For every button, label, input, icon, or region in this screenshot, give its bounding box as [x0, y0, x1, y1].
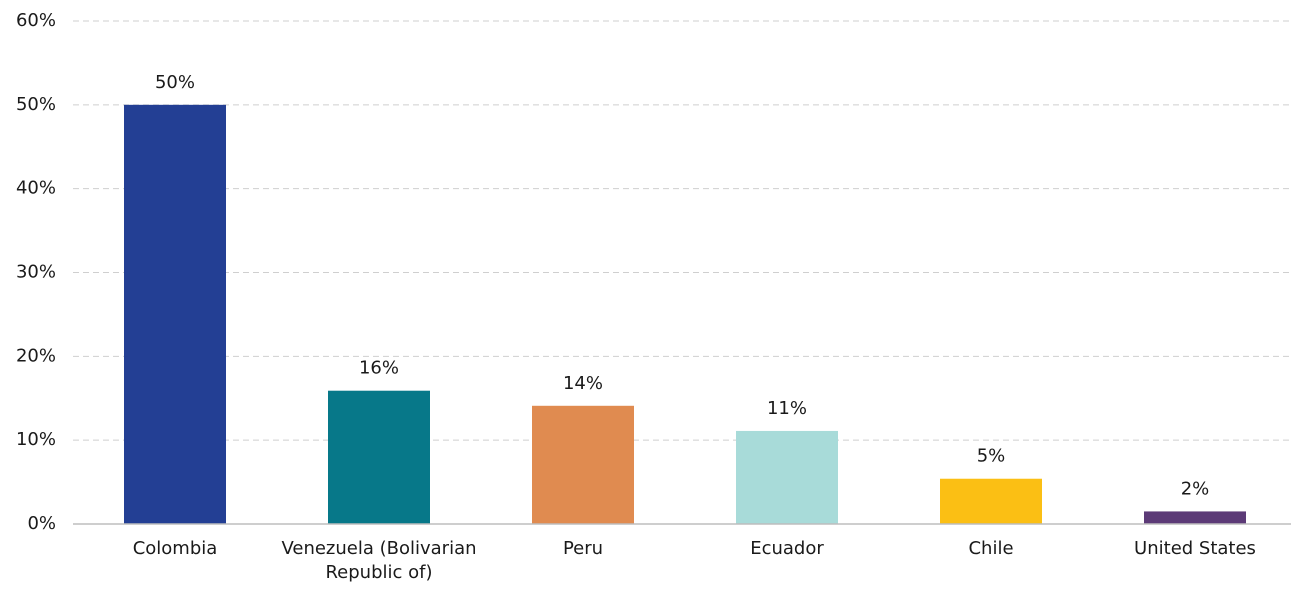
- x-tick-label: United States: [1134, 538, 1256, 559]
- data-label: 2%: [1181, 478, 1210, 499]
- y-tick-label: 0%: [27, 513, 56, 534]
- y-tick-label: 40%: [16, 178, 56, 199]
- bar: [328, 390, 430, 524]
- data-label: 11%: [767, 398, 807, 419]
- data-label: 14%: [563, 373, 603, 394]
- x-tick-label: Venezuela (Bolivarian Republic of): [281, 538, 477, 583]
- y-tick-label: 10%: [16, 429, 56, 450]
- y-tick-label: 30%: [16, 262, 56, 283]
- data-label: 5%: [977, 446, 1006, 467]
- x-tick-label: Peru: [562, 538, 604, 559]
- x-tick-label: Chile: [968, 538, 1014, 559]
- y-tick-label: 20%: [16, 345, 56, 366]
- bar: [1144, 511, 1246, 524]
- y-tick-label: 60%: [16, 10, 56, 31]
- bar: [736, 430, 838, 524]
- x-tick-label: Ecuador: [750, 538, 824, 559]
- data-label: 50%: [155, 72, 195, 93]
- x-tick-label: Colombia: [132, 538, 218, 559]
- data-label: 16%: [359, 358, 399, 379]
- bar: [124, 104, 226, 524]
- bar: [940, 478, 1042, 524]
- y-tick-label: 50%: [16, 94, 56, 115]
- bar: [532, 405, 634, 524]
